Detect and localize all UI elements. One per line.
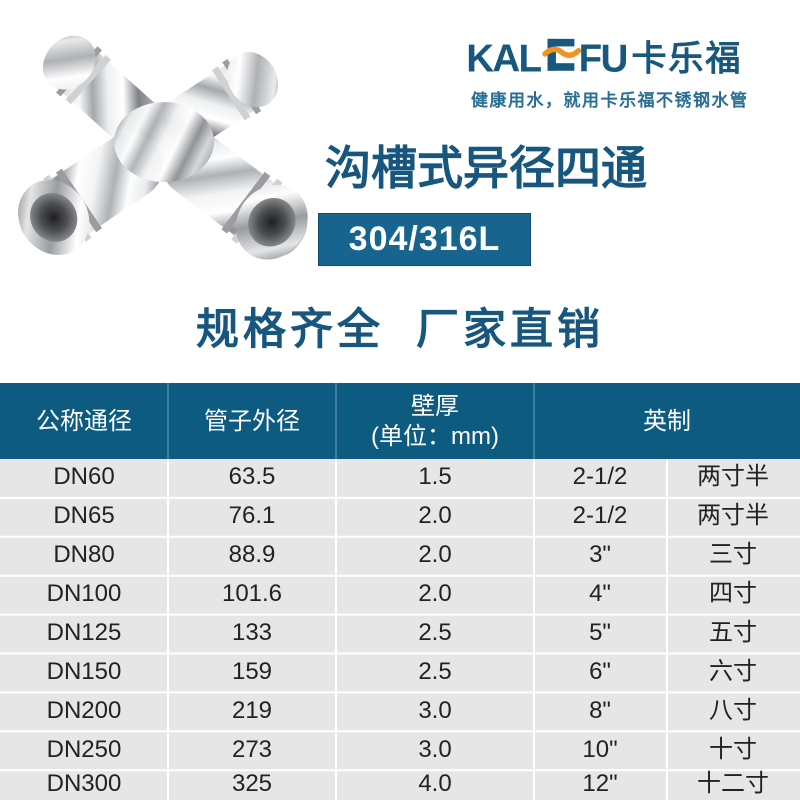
svg-text:2-1/2: 2-1/2 bbox=[573, 502, 628, 529]
svg-text:(单位：mm): (单位：mm) bbox=[371, 423, 499, 450]
svg-text:六寸: 六寸 bbox=[709, 658, 757, 685]
svg-text:DN100: DN100 bbox=[47, 580, 122, 607]
svg-text:2.0: 2.0 bbox=[418, 502, 451, 529]
svg-text:5": 5" bbox=[589, 619, 611, 646]
svg-text:十寸: 十寸 bbox=[709, 736, 757, 763]
svg-text:88.9: 88.9 bbox=[229, 541, 276, 568]
svg-text:76.1: 76.1 bbox=[229, 502, 276, 529]
svg-text:卡乐福: 卡乐福 bbox=[631, 40, 742, 79]
svg-text:3.0: 3.0 bbox=[418, 736, 451, 763]
svg-text:DN80: DN80 bbox=[53, 541, 114, 568]
svg-text:6": 6" bbox=[589, 658, 611, 685]
svg-text:2.5: 2.5 bbox=[418, 619, 451, 646]
svg-text:133: 133 bbox=[232, 619, 272, 646]
svg-text:三寸: 三寸 bbox=[709, 541, 757, 568]
svg-text:4": 4" bbox=[589, 580, 611, 607]
svg-text:英制: 英制 bbox=[643, 408, 691, 435]
svg-text:十二寸: 十二寸 bbox=[697, 770, 769, 797]
svg-text:3": 3" bbox=[589, 541, 611, 568]
svg-text:KAL: KAL bbox=[466, 38, 541, 81]
svg-text:公称通径: 公称通径 bbox=[36, 408, 132, 435]
svg-text:63.5: 63.5 bbox=[229, 463, 276, 490]
svg-text:101.6: 101.6 bbox=[222, 580, 282, 607]
svg-text:DN60: DN60 bbox=[53, 463, 114, 490]
svg-text:五寸: 五寸 bbox=[709, 619, 757, 646]
svg-text:4.0: 4.0 bbox=[418, 770, 451, 797]
svg-text:FU: FU bbox=[579, 38, 627, 81]
svg-text:壁厚: 壁厚 bbox=[411, 393, 459, 420]
svg-text:两寸半: 两寸半 bbox=[697, 463, 769, 490]
svg-text:10": 10" bbox=[582, 736, 617, 763]
svg-text:219: 219 bbox=[232, 697, 272, 724]
svg-text:2.5: 2.5 bbox=[418, 658, 451, 685]
svg-text:两寸半: 两寸半 bbox=[697, 502, 769, 529]
svg-text:DN150: DN150 bbox=[47, 658, 122, 685]
svg-text:3.0: 3.0 bbox=[418, 697, 451, 724]
svg-text:1.5: 1.5 bbox=[418, 463, 451, 490]
svg-text:DN250: DN250 bbox=[47, 736, 122, 763]
svg-text:8": 8" bbox=[589, 697, 611, 724]
svg-text:八寸: 八寸 bbox=[709, 697, 757, 724]
svg-text:DN200: DN200 bbox=[47, 697, 122, 724]
svg-text:273: 273 bbox=[232, 736, 272, 763]
svg-text:325: 325 bbox=[232, 770, 272, 797]
svg-text:DN125: DN125 bbox=[47, 619, 122, 646]
svg-text:2-1/2: 2-1/2 bbox=[573, 463, 628, 490]
svg-text:12": 12" bbox=[582, 770, 617, 797]
svg-text:DN65: DN65 bbox=[53, 502, 114, 529]
svg-text:管子外径: 管子外径 bbox=[204, 408, 300, 435]
svg-text:159: 159 bbox=[232, 658, 272, 685]
svg-text:2.0: 2.0 bbox=[418, 541, 451, 568]
svg-text:四寸: 四寸 bbox=[709, 580, 757, 607]
svg-text:DN300: DN300 bbox=[47, 770, 122, 797]
svg-text:2.0: 2.0 bbox=[418, 580, 451, 607]
